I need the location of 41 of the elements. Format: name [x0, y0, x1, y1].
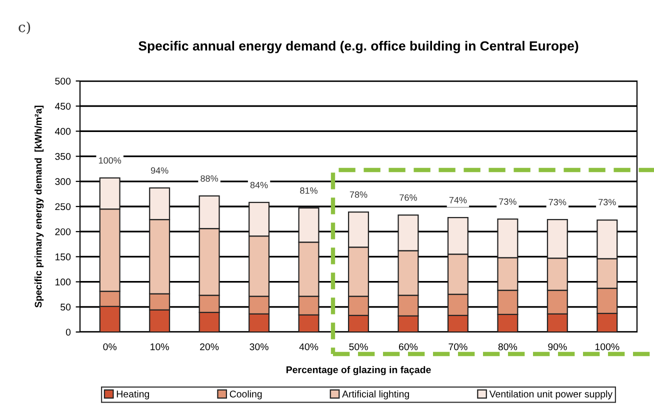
x-axis-title: Percentage of glazing in façade: [286, 366, 431, 376]
annotation: 84%: [250, 182, 268, 188]
annotation: 73%: [598, 198, 616, 206]
annotation: 74%: [449, 196, 467, 204]
x-tick-label: 80%: [498, 343, 518, 350]
x-tick-label: 40%: [299, 343, 318, 350]
x-tick-label: 0%: [103, 343, 117, 350]
y-tick-label: 400: [54, 128, 71, 135]
x-tick-label: 60%: [398, 343, 418, 350]
y-tick-label: 200: [55, 228, 71, 236]
annotation: 76%: [400, 194, 417, 201]
x-tick-label: 50%: [349, 343, 368, 350]
annotation: 73%: [548, 198, 566, 206]
y-tick-label: 150: [55, 253, 71, 260]
x-tick-label: 90%: [548, 343, 567, 350]
x-tick-label: 10%: [150, 343, 169, 350]
y-tick-label: 300: [55, 178, 71, 186]
legend-label: Heating: [116, 390, 150, 400]
y-tick-label: 500: [55, 78, 71, 85]
legend-label: Cooling: [230, 390, 262, 400]
x-tick-label: 70%: [448, 343, 468, 350]
y-tick-label: 100: [55, 278, 71, 286]
annotation: 73%: [499, 198, 516, 205]
legend-label: Artificial lighting: [342, 390, 409, 400]
chart-title: Specific annual energy demand (e.g. office building in Central Europe): [138, 40, 578, 54]
y-tick-label: 50: [60, 304, 71, 311]
x-tick-label: 100%: [595, 343, 620, 350]
annotation: 78%: [350, 191, 368, 198]
annotation: 100%: [98, 157, 122, 164]
y-tick-label: 250: [55, 203, 71, 210]
y-tick-label: 350: [55, 153, 71, 160]
annotation: 88%: [200, 175, 218, 182]
x-tick-label: 30%: [250, 343, 268, 350]
y-tick-label: 450: [54, 102, 71, 110]
legend-label: Ventilation unit power supply: [489, 390, 613, 400]
y-axis-title: Specific primary energy demand [kWh/m²a]: [34, 106, 44, 308]
x-tick-label: 20%: [200, 343, 219, 350]
y-tick-label: 0: [66, 328, 71, 336]
text: c): [18, 21, 30, 34]
annotation: 94%: [150, 167, 168, 174]
annotation: 81%: [300, 187, 318, 194]
